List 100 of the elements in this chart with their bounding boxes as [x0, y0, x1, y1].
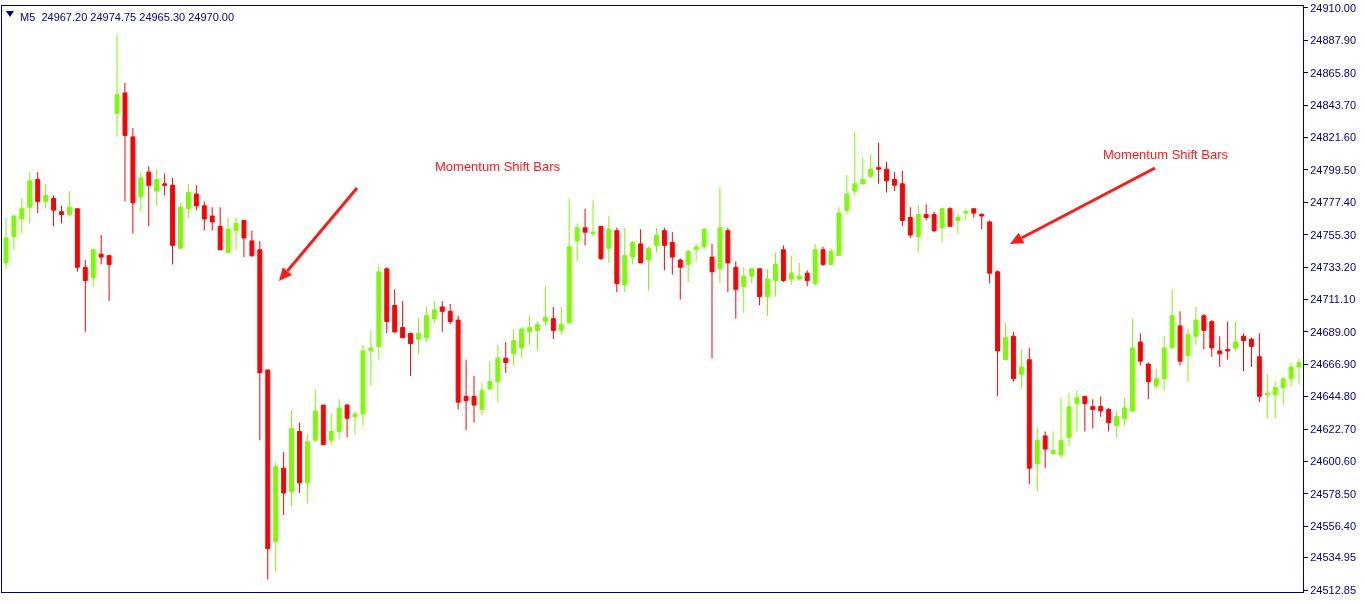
- candlestick: [884, 161, 889, 194]
- candlestick: [51, 195, 57, 227]
- candlestick: [661, 227, 667, 271]
- candlestick: [987, 219, 993, 284]
- candlestick: [138, 171, 144, 213]
- candlestick: [178, 202, 183, 249]
- candlestick: [1042, 431, 1048, 469]
- candlestick: [400, 300, 406, 339]
- y-tick-label: 24910.00: [1310, 1, 1357, 14]
- candlestick: [3, 217, 9, 270]
- candlestick: [225, 217, 231, 254]
- y-tick-label: 24512.85: [1310, 583, 1357, 596]
- candlestick: [98, 234, 104, 265]
- candlestick: [757, 268, 763, 306]
- candlestick: [1034, 426, 1040, 493]
- candlestick: [535, 321, 540, 352]
- candlestick: [955, 212, 961, 235]
- y-tick-label: 24556.40: [1310, 520, 1357, 533]
- candlestick: [66, 190, 72, 217]
- y-tick-label: 24865.80: [1310, 66, 1357, 79]
- candlestick: [471, 375, 477, 424]
- y-tick-label: 24821.60: [1310, 131, 1357, 144]
- annotation: Momentum Shift Bars: [435, 159, 561, 174]
- candlestick: [416, 318, 421, 355]
- candlestick: [995, 269, 1001, 397]
- candlestick: [35, 171, 41, 214]
- candlestick: [923, 203, 929, 221]
- candlestick: [154, 168, 160, 207]
- candlestick: [598, 225, 604, 261]
- candlestick: [1018, 348, 1024, 390]
- candlestick: [741, 266, 747, 314]
- candlestick: [162, 173, 168, 197]
- candlestick: [511, 328, 517, 367]
- candlestick: [1185, 328, 1191, 383]
- candlestick: [733, 260, 739, 320]
- candlestick: [1288, 362, 1294, 387]
- candlestick: [1209, 319, 1215, 358]
- candlestick: [1272, 381, 1278, 419]
- candlestick: [717, 186, 723, 284]
- candlestick: [423, 306, 429, 343]
- candlestick: [868, 153, 874, 179]
- candlestick: [582, 208, 588, 246]
- candlestick: [1241, 332, 1246, 372]
- candlestick: [336, 398, 342, 440]
- candlestick: [241, 219, 247, 258]
- candlestick: [1280, 376, 1286, 406]
- y-tick-label: 24644.80: [1310, 390, 1357, 403]
- y-tick-label: 24711.10: [1310, 293, 1356, 306]
- candlestick: [709, 243, 715, 359]
- candlestick: [1098, 395, 1104, 418]
- candlestick: [693, 243, 699, 262]
- candlestick: [931, 211, 937, 233]
- candlestick: [765, 268, 770, 317]
- candlestick: [844, 174, 850, 216]
- candlestick: [297, 422, 302, 494]
- candlestick: [1217, 335, 1223, 368]
- candlestick: [1256, 332, 1262, 403]
- candlestick: [447, 303, 453, 325]
- candlestick: [804, 269, 810, 287]
- candlestick: [463, 359, 469, 431]
- candlestick: [788, 255, 794, 286]
- candlestick: [1050, 431, 1056, 454]
- candlestick: [392, 288, 398, 334]
- y-tick-label: 24534.95: [1310, 551, 1357, 564]
- candlestick: [479, 382, 485, 416]
- candlestick: [566, 197, 572, 324]
- candlestick: [376, 263, 382, 361]
- candlestick: [170, 177, 175, 265]
- candlestick: [527, 315, 532, 346]
- candlestick: [304, 433, 310, 504]
- candlestick: [1248, 337, 1254, 368]
- candlestick: [281, 451, 287, 516]
- y-tick-label: 24887.90: [1310, 34, 1357, 47]
- candlestick: [749, 268, 755, 284]
- candlestick: [503, 341, 509, 374]
- candlestick: [892, 171, 897, 192]
- y-tick-label: 24666.90: [1310, 358, 1357, 371]
- candlestick: [630, 240, 636, 265]
- y-tick-label: 24755.30: [1310, 228, 1357, 241]
- candlestick: [328, 413, 334, 446]
- candlestick: [780, 244, 786, 283]
- candlestick: [542, 285, 548, 327]
- candlestick: [130, 127, 136, 235]
- candlestick: [273, 461, 279, 573]
- candlestick: [59, 205, 64, 224]
- candlestick: [654, 227, 659, 254]
- candlestick: [558, 306, 564, 336]
- candlestick: [209, 206, 215, 232]
- candlestick: [614, 227, 620, 293]
- candlestick: [860, 156, 866, 186]
- y-tick-label: 24600.60: [1310, 455, 1357, 468]
- chart-title: M5 24967.20 24974.75 24965.30 24970.00: [20, 11, 235, 23]
- candlestick: [19, 197, 25, 235]
- candlestick: [1193, 306, 1199, 346]
- candlestick: [408, 332, 413, 377]
- y-tick-label: 24622.70: [1310, 422, 1357, 435]
- candlestick: [265, 369, 271, 581]
- candlestick: [11, 214, 17, 251]
- candlestick: [368, 329, 374, 387]
- candlestick: [812, 243, 818, 287]
